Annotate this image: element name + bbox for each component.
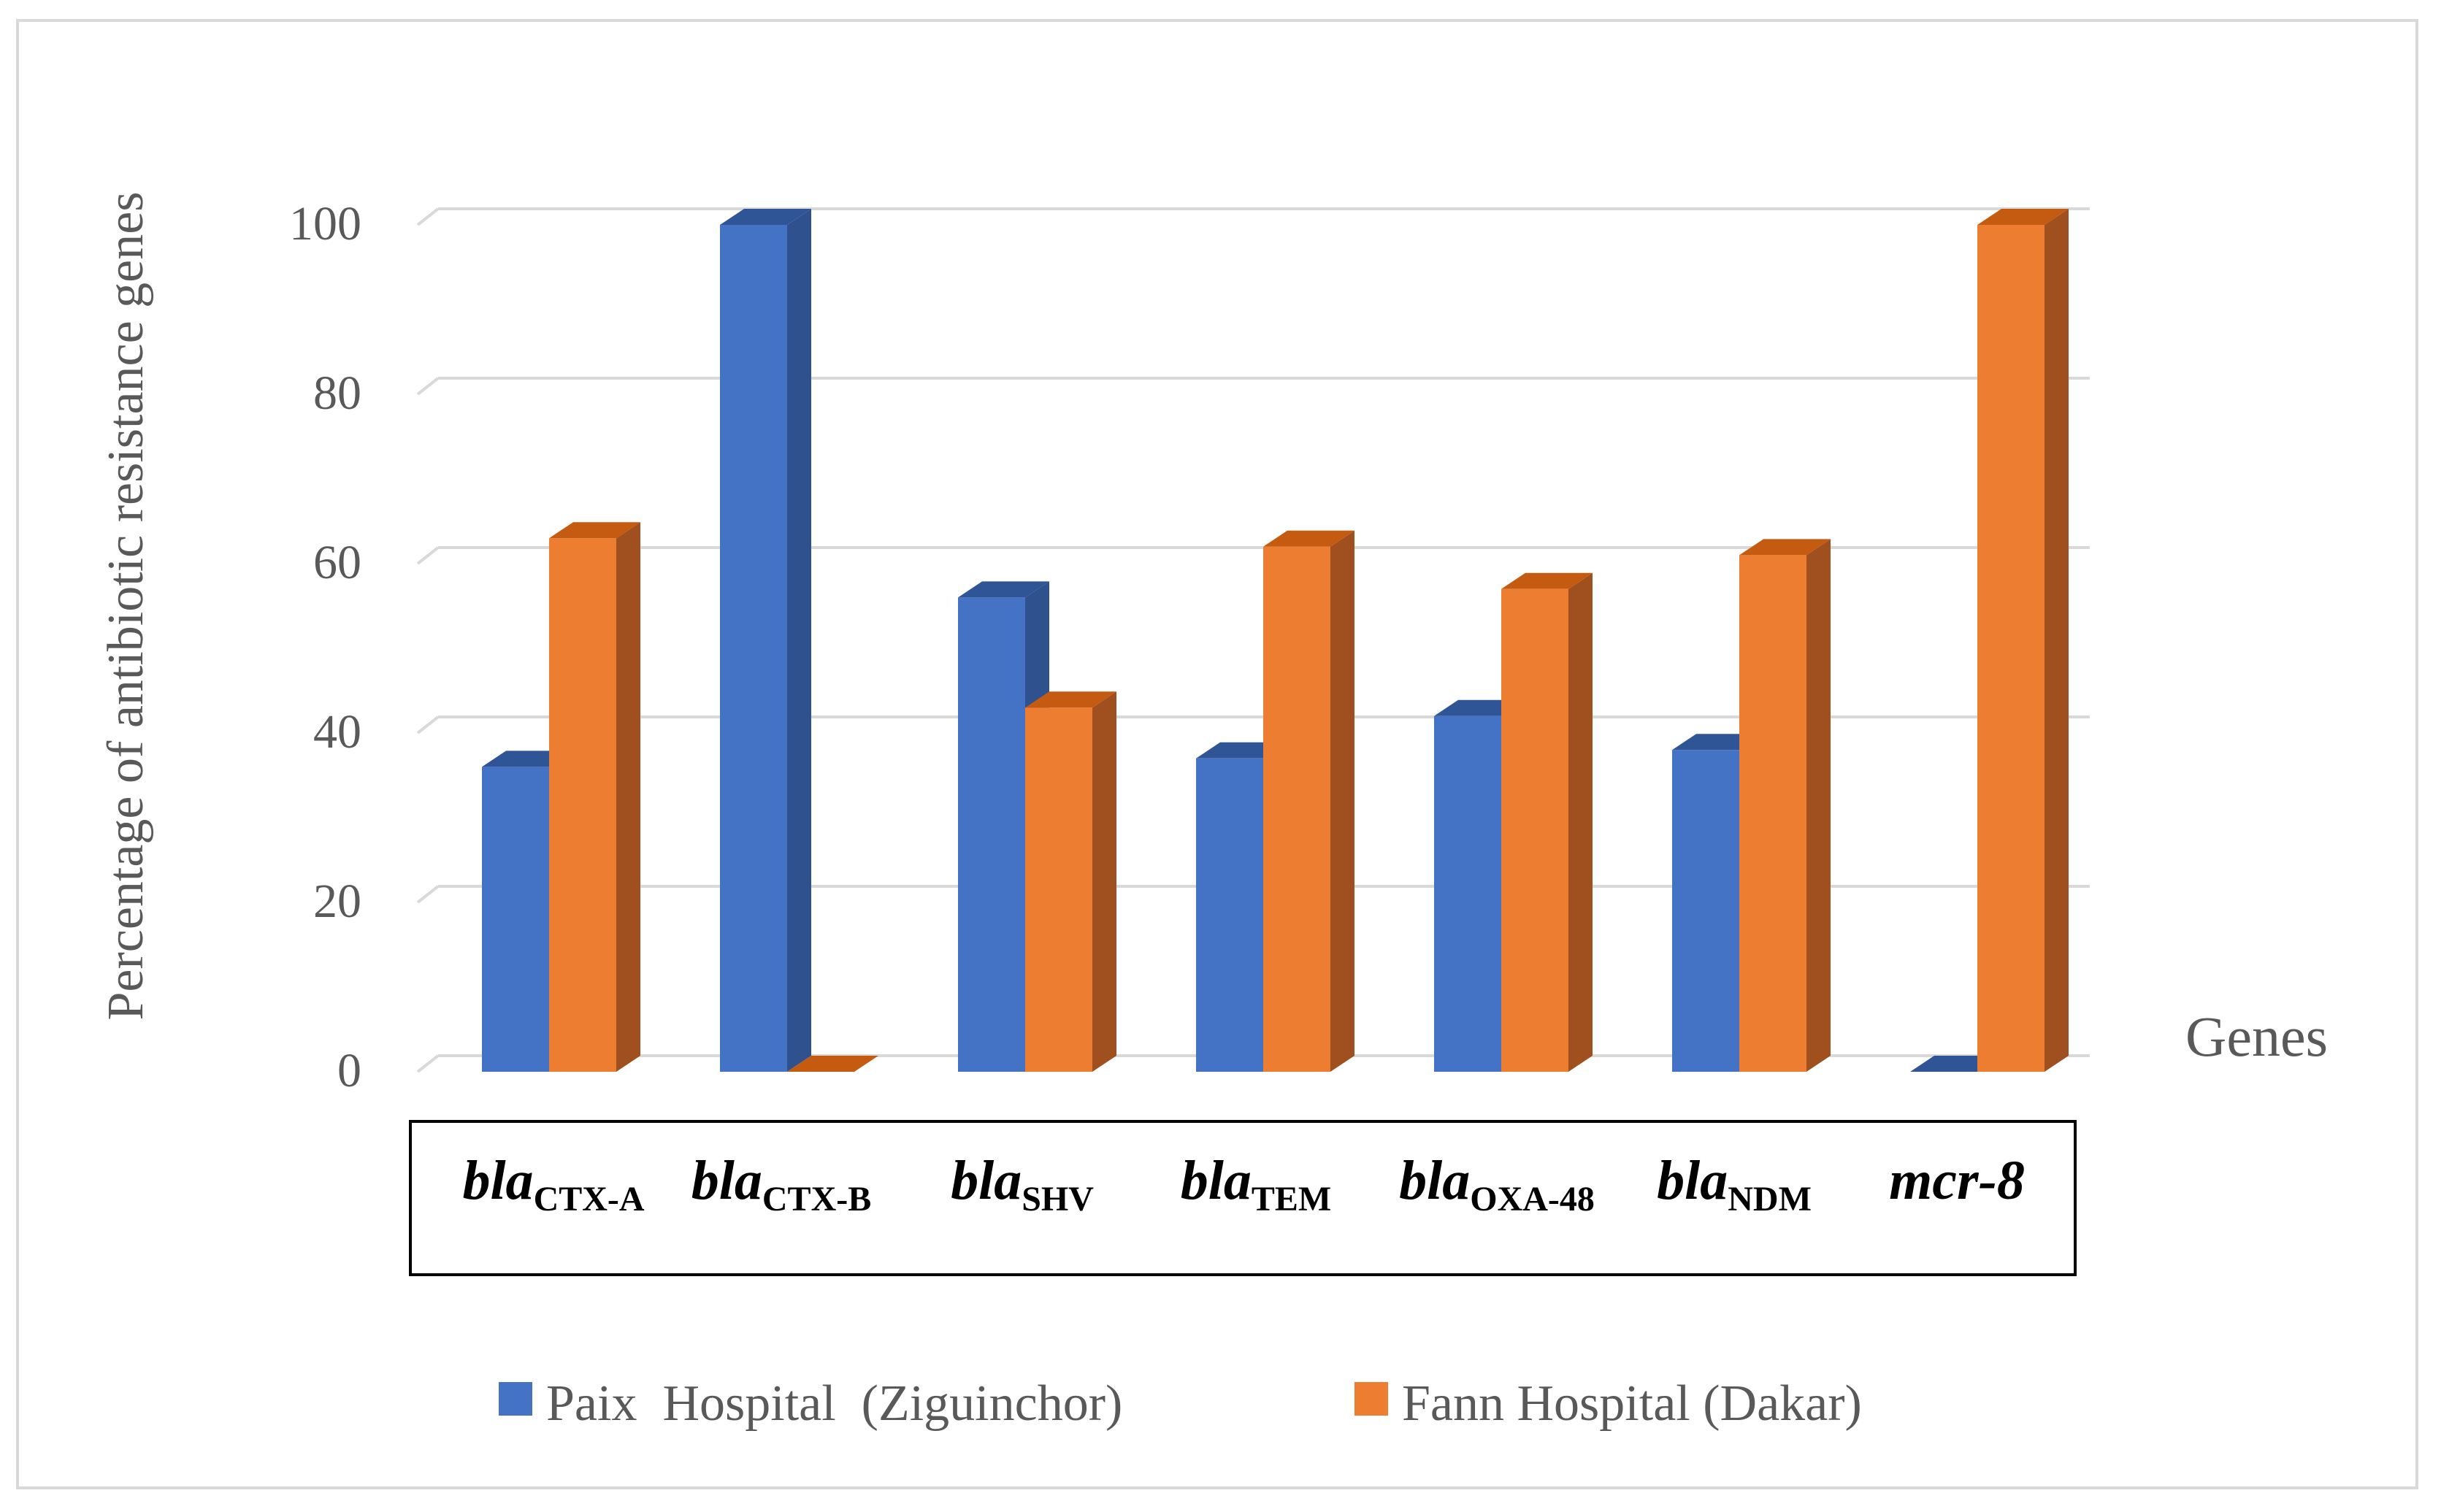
bar-side-face bbox=[2045, 209, 2069, 1072]
bar-fann-1 bbox=[787, 1056, 878, 1072]
gene-name: bla bbox=[462, 1150, 533, 1211]
gene-name: bla bbox=[1399, 1150, 1470, 1211]
bar-front-face bbox=[1025, 707, 1092, 1072]
bar-side-face bbox=[1330, 530, 1354, 1072]
bar-top-face bbox=[1977, 209, 2069, 225]
gene-subscript: NDM bbox=[1728, 1180, 1812, 1219]
y-axis-label: Percentage of antibiotic resistance gene… bbox=[98, 191, 154, 1020]
bar-front-face bbox=[1434, 715, 1501, 1072]
legend-swatch-paix bbox=[499, 1382, 532, 1416]
chart-frame bbox=[16, 19, 2418, 1489]
category-label: blaTEM bbox=[1181, 1150, 1331, 1219]
category-label: blaCTX-B bbox=[691, 1150, 871, 1219]
y-tick-label: 100 bbox=[289, 197, 361, 250]
gridline-diag bbox=[416, 377, 440, 396]
gridline-diag bbox=[416, 207, 440, 226]
category-label: mcr-8 bbox=[1889, 1150, 2025, 1211]
bar-top-face bbox=[549, 522, 640, 539]
category-label: blaSHV bbox=[951, 1150, 1094, 1219]
bar-top-face bbox=[1263, 530, 1354, 547]
y-tick-label: 80 bbox=[313, 367, 361, 420]
bar-front-face bbox=[1672, 750, 1739, 1072]
gene-subscript: OXA-48 bbox=[1470, 1180, 1595, 1219]
bar-fann-4 bbox=[1501, 572, 1593, 1072]
gene-subscript: CTX-B bbox=[762, 1180, 871, 1219]
legend-label-paix: Paix Hospital (Ziguinchor) bbox=[546, 1375, 1122, 1432]
legend-label-fann: Fann Hospital (Dakar) bbox=[1402, 1375, 1862, 1432]
bar-top-face bbox=[1501, 572, 1593, 589]
category-label-box bbox=[409, 1120, 2077, 1276]
bar-fann-5 bbox=[1739, 539, 1831, 1072]
gridline-diag bbox=[416, 1054, 440, 1073]
gene-name: bla bbox=[951, 1150, 1022, 1211]
category-labels: blaCTX-A blaCTX-B blaSHV blaTEM blaOXA-48 bla… bbox=[462, 1150, 2024, 1219]
bar-front-face bbox=[720, 225, 787, 1072]
legend: Paix Hospital (Ziguinchor) Fann Hospital… bbox=[499, 1375, 1862, 1432]
y-tick-label: 0 bbox=[337, 1044, 361, 1097]
gridline-diag bbox=[416, 715, 440, 734]
gene-name: bla bbox=[1181, 1150, 1252, 1211]
bar-fann-0 bbox=[549, 522, 640, 1072]
bar-front-face bbox=[958, 597, 1025, 1072]
x-axis-label: Genes bbox=[2185, 1005, 2328, 1068]
category-label: blaCTX-A bbox=[462, 1150, 644, 1219]
gene-name: mcr-8 bbox=[1889, 1150, 2025, 1211]
bar-front-face bbox=[1977, 225, 2045, 1072]
gridline-diag bbox=[416, 885, 440, 904]
bar-side-face bbox=[1568, 572, 1593, 1072]
gene-subscript: CTX-A bbox=[534, 1180, 645, 1219]
bar-front-face bbox=[1263, 546, 1330, 1072]
gene-subscript: SHV bbox=[1022, 1180, 1094, 1219]
bar-fann-6 bbox=[1977, 209, 2069, 1072]
y-tick-label: 60 bbox=[313, 536, 361, 589]
y-tick-label: 40 bbox=[313, 705, 361, 759]
bar-front-face bbox=[549, 538, 616, 1072]
category-label: blaOXA-48 bbox=[1399, 1150, 1595, 1219]
bar-side-face bbox=[787, 209, 811, 1072]
category-label: blaNDM bbox=[1657, 1150, 1812, 1219]
gene-subscript: TEM bbox=[1252, 1180, 1331, 1219]
bar-top-face bbox=[1025, 691, 1116, 708]
bar-top-face bbox=[720, 209, 811, 225]
y-axis-ticks: 0 20 40 60 80 100 bbox=[289, 197, 361, 1097]
bar-paix-1 bbox=[720, 209, 811, 1072]
legend-swatch-fann bbox=[1354, 1382, 1388, 1416]
y-tick-label: 20 bbox=[313, 875, 361, 928]
bar-fann-3 bbox=[1263, 530, 1354, 1072]
bars bbox=[482, 209, 2069, 1072]
bar-top-face bbox=[1739, 539, 1831, 556]
bar-top-face bbox=[787, 1056, 878, 1072]
bar-front-face bbox=[1196, 758, 1263, 1072]
bar-front-face bbox=[482, 767, 549, 1072]
gene-name: bla bbox=[1657, 1150, 1728, 1211]
gridline-diag bbox=[416, 546, 440, 565]
bar-front-face bbox=[1739, 555, 1806, 1072]
bar-side-face bbox=[1806, 539, 1831, 1072]
bar-top-face bbox=[958, 581, 1049, 598]
gene-name: bla bbox=[691, 1150, 762, 1211]
bar-side-face bbox=[1092, 691, 1116, 1072]
bar-fann-2 bbox=[1025, 691, 1116, 1072]
bar-front-face bbox=[1501, 588, 1568, 1072]
bar-side-face bbox=[616, 522, 640, 1072]
